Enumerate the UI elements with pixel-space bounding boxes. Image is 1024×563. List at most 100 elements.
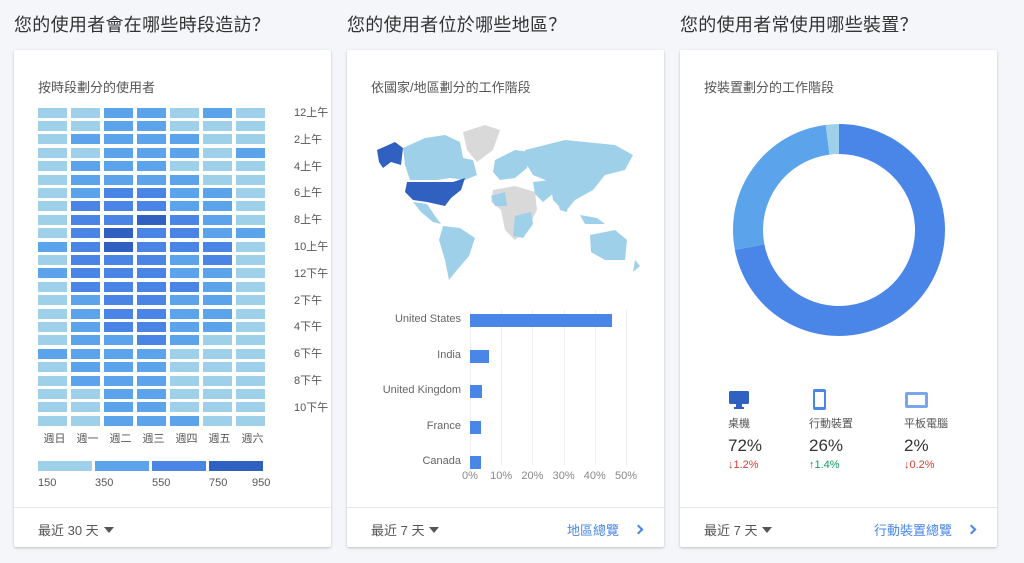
heatmap-cell[interactable]: [137, 241, 166, 252]
heatmap-cell[interactable]: [236, 254, 265, 265]
heatmap-cell[interactable]: [104, 402, 133, 413]
heatmap-cell[interactable]: [71, 388, 100, 399]
heatmap-cell[interactable]: [38, 201, 67, 212]
heatmap-cell[interactable]: [71, 147, 100, 158]
heatmap-cell[interactable]: [38, 241, 67, 252]
heatmap-cell[interactable]: [38, 295, 67, 306]
heatmap-cell[interactable]: [203, 254, 232, 265]
heatmap-cell[interactable]: [203, 308, 232, 319]
heatmap-cell[interactable]: [104, 295, 133, 306]
heatmap-cell[interactable]: [170, 268, 199, 279]
heatmap-cell[interactable]: [203, 348, 232, 359]
heatmap-cell[interactable]: [71, 161, 100, 172]
date-range-dropdown[interactable]: 最近 30 天: [38, 520, 114, 539]
heatmap-cell[interactable]: [236, 375, 265, 386]
heatmap-cell[interactable]: [71, 362, 100, 373]
heatmap-cell[interactable]: [104, 161, 133, 172]
heatmap-cell[interactable]: [203, 161, 232, 172]
heatmap-cell[interactable]: [71, 348, 100, 359]
heatmap-cell[interactable]: [203, 402, 232, 413]
heatmap-cell[interactable]: [170, 228, 199, 239]
heatmap-cell[interactable]: [104, 281, 133, 292]
heatmap-cell[interactable]: [71, 134, 100, 145]
heatmap-cell[interactable]: [71, 188, 100, 199]
heatmap-cell[interactable]: [104, 214, 133, 225]
heatmap-cell[interactable]: [203, 335, 232, 346]
bar[interactable]: [470, 420, 481, 434]
heatmap-cell[interactable]: [203, 388, 232, 399]
heatmap-cell[interactable]: [236, 228, 265, 239]
heatmap-cell[interactable]: [203, 188, 232, 199]
heatmap-cell[interactable]: [38, 228, 67, 239]
world-map[interactable]: [365, 120, 645, 280]
heatmap-cell[interactable]: [71, 241, 100, 252]
heatmap-cell[interactable]: [38, 308, 67, 319]
heatmap-cell[interactable]: [203, 174, 232, 185]
heatmap-cell[interactable]: [137, 402, 166, 413]
heatmap-cell[interactable]: [236, 188, 265, 199]
heatmap-cell[interactable]: [170, 174, 199, 185]
heatmap-cell[interactable]: [236, 147, 265, 158]
device-donut-chart[interactable]: [733, 124, 945, 336]
heatmap-cell[interactable]: [170, 161, 199, 172]
heatmap-cell[interactable]: [71, 121, 100, 132]
heatmap-cell[interactable]: [38, 121, 67, 132]
heatmap-cell[interactable]: [137, 362, 166, 373]
date-range-dropdown[interactable]: 最近 7 天: [371, 520, 440, 539]
heatmap-cell[interactable]: [170, 402, 199, 413]
heatmap-cell[interactable]: [137, 228, 166, 239]
heatmap-cell[interactable]: [38, 388, 67, 399]
heatmap-cell[interactable]: [236, 201, 265, 212]
heatmap-cell[interactable]: [203, 134, 232, 145]
heatmap-cell[interactable]: [38, 375, 67, 386]
heatmap-cell[interactable]: [71, 375, 100, 386]
heatmap-cell[interactable]: [38, 174, 67, 185]
heatmap-cell[interactable]: [236, 388, 265, 399]
heatmap-cell[interactable]: [203, 362, 232, 373]
heatmap-cell[interactable]: [104, 268, 133, 279]
heatmap-cell[interactable]: [236, 321, 265, 332]
heatmap-cell[interactable]: [104, 174, 133, 185]
heatmap-cell[interactable]: [137, 281, 166, 292]
heatmap-cell[interactable]: [137, 188, 166, 199]
heatmap-cell[interactable]: [104, 228, 133, 239]
heatmap-cell[interactable]: [104, 321, 133, 332]
heatmap-cell[interactable]: [38, 134, 67, 145]
bar[interactable]: [470, 314, 612, 327]
heatmap-cell[interactable]: [71, 107, 100, 118]
heatmap-cell[interactable]: [236, 295, 265, 306]
heatmap-cell[interactable]: [236, 241, 265, 252]
heatmap-cell[interactable]: [38, 214, 67, 225]
heatmap-cell[interactable]: [170, 348, 199, 359]
heatmap-cell[interactable]: [137, 375, 166, 386]
heatmap-cell[interactable]: [104, 241, 133, 252]
heatmap-cell[interactable]: [236, 415, 265, 426]
heatmap-cell[interactable]: [38, 147, 67, 158]
heatmap-cell[interactable]: [170, 295, 199, 306]
heatmap-cell[interactable]: [203, 214, 232, 225]
heatmap-cell[interactable]: [170, 321, 199, 332]
heatmap-cell[interactable]: [71, 254, 100, 265]
heatmap-cell[interactable]: [104, 107, 133, 118]
heatmap-cell[interactable]: [203, 147, 232, 158]
heatmap-cell[interactable]: [236, 134, 265, 145]
heatmap-cell[interactable]: [137, 415, 166, 426]
heatmap-cell[interactable]: [38, 281, 67, 292]
heatmap-cell[interactable]: [236, 214, 265, 225]
heatmap-cell[interactable]: [236, 121, 265, 132]
heatmap-cell[interactable]: [236, 362, 265, 373]
heatmap-cell[interactable]: [104, 201, 133, 212]
mobile-overview-link[interactable]: 行動裝置總覽: [874, 520, 977, 539]
heatmap-cell[interactable]: [170, 241, 199, 252]
heatmap-cell[interactable]: [137, 201, 166, 212]
heatmap-cell[interactable]: [71, 321, 100, 332]
heatmap-cell[interactable]: [137, 107, 166, 118]
heatmap-cell[interactable]: [104, 335, 133, 346]
heatmap-cell[interactable]: [137, 268, 166, 279]
heatmap-cell[interactable]: [137, 134, 166, 145]
donut-slice-2[interactable]: [825, 124, 839, 155]
heatmap-cell[interactable]: [170, 254, 199, 265]
bar[interactable]: [470, 456, 481, 469]
heatmap-cell[interactable]: [236, 281, 265, 292]
heatmap-cell[interactable]: [137, 335, 166, 346]
